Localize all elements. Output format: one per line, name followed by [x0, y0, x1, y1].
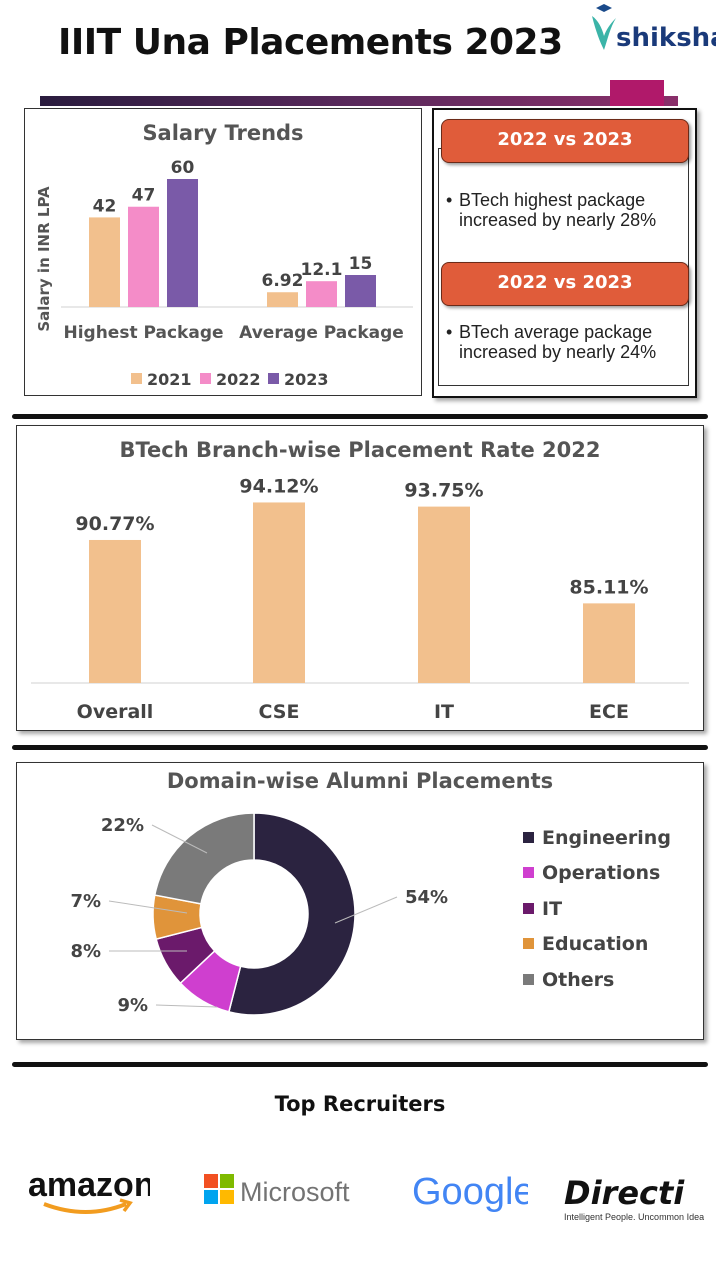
bullet-2: • — [446, 322, 453, 342]
bar-label-2022-1: 12.1 — [301, 260, 343, 280]
legend-education: Education — [523, 933, 648, 955]
donut-label-IT: 8% — [70, 941, 101, 962]
legend-label-engineering: Engineering — [542, 827, 671, 849]
svg-text:Google: Google — [412, 1171, 528, 1213]
svg-text:Directi: Directi — [564, 1174, 685, 1212]
comparison-text-2-body: BTech average package increased by nearl… — [459, 322, 657, 362]
comparison-text-1: • BTech highest package increased by nea… — [446, 190, 692, 230]
google-logo: Google — [410, 1166, 535, 1218]
branch-placement-panel: BTech Branch-wise Placement Rate 2022 90… — [16, 425, 704, 731]
bar-2023-0 — [167, 179, 198, 307]
salary-trends-panel: Salary Trends 42 6.92 47 12.1 60 15 Highest Pa… — [24, 108, 422, 396]
svg-text:amazon: amazon — [28, 1166, 150, 1204]
bar-2021-0 — [89, 217, 120, 307]
branch-bar-label-CSE: 94.12% — [239, 475, 318, 497]
donut-label-Others: 22% — [101, 815, 144, 836]
donut-slice-Engineering — [227, 812, 356, 1016]
directi-logo: Directi Intelligent People. Uncommon Ide… — [562, 1168, 711, 1224]
donut-leader-Engineering — [334, 896, 398, 924]
legend-it: IT — [523, 898, 562, 920]
bar-2021-1 — [267, 292, 298, 307]
donut-slice-Others — [153, 812, 255, 905]
donut-leader-Operations — [155, 1004, 218, 1008]
header-banner-accent — [610, 80, 664, 106]
comparison-header-2: 2022 vs 2023 — [441, 262, 689, 306]
comparison-text-2: • BTech average package increased by nea… — [446, 322, 692, 362]
category-label-0: Highest Package — [63, 323, 223, 343]
bar-label-2021-0: 42 — [93, 196, 117, 216]
bar-2022-1 — [306, 281, 337, 307]
y-axis-label: Salary in INR LPA — [35, 186, 53, 332]
divider-3 — [12, 1062, 708, 1067]
domain-chart-title: Domain-wise Alumni Placements — [166, 769, 554, 793]
amazon-logo: amazon — [26, 1166, 155, 1222]
legend-operations: Operations — [523, 862, 660, 884]
legend-swatch-2022 — [200, 373, 211, 384]
legend-label-others: Others — [542, 969, 615, 991]
branch-category-Overall: Overall — [77, 701, 154, 723]
bar-label-2023-0: 60 — [171, 158, 195, 178]
legend-swatch-engineering — [523, 832, 534, 843]
header-banner — [40, 96, 678, 106]
branch-category-CSE: CSE — [259, 701, 300, 723]
top-recruiters-title: Top Recruiters — [274, 1092, 446, 1116]
legend-others: Others — [523, 969, 614, 991]
donut-label-Operations: 9% — [117, 995, 148, 1016]
domain-placement-panel: Domain-wise Alumni Placements 54% 9% 8% 7% 2… — [16, 762, 704, 1040]
branch-bar-Overall — [89, 539, 141, 683]
legend-swatch-others — [523, 974, 534, 985]
legend-label-2021: 2021 — [147, 370, 192, 389]
svg-text:Intelligent People. Uncommon I: Intelligent People. Uncommon Ideas. — [564, 1212, 704, 1222]
svg-text:Microsoft: Microsoft — [240, 1177, 350, 1207]
legend-swatch-it — [523, 903, 534, 914]
comparison-text-1-body: BTech highest package increased by nearl… — [459, 190, 657, 230]
divider-2 — [12, 745, 708, 750]
branch-bar-CSE — [253, 502, 305, 683]
bar-label-2022-0: 47 — [132, 186, 156, 206]
category-label-1: Average Package — [239, 323, 404, 343]
branch-bar-IT — [418, 506, 470, 683]
legend-swatch-2021 — [131, 373, 142, 384]
legend-swatch-operations — [523, 867, 534, 878]
branch-bar-label-IT: 93.75% — [404, 480, 483, 502]
branch-chart: 90.77% Overall 94.12% CSE 93.75% IT 85.11% ECE — [31, 475, 689, 723]
salary-chart: 42 6.92 47 12.1 60 15 Highest Package Average P… — [35, 158, 413, 389]
shiksha-logo: shiksha — [586, 2, 720, 56]
divider-1 — [12, 414, 708, 419]
branch-category-IT: IT — [434, 701, 454, 723]
bar-2022-0 — [128, 206, 159, 307]
bullet-1: • — [446, 190, 453, 210]
bar-label-2023-1: 15 — [349, 254, 373, 274]
bar-label-2021-1: 6.92 — [262, 271, 304, 291]
legend-label-education: Education — [542, 933, 649, 955]
microsoft-logo: Microsoft — [202, 1172, 352, 1212]
branch-bar-label-ECE: 85.11% — [569, 576, 648, 598]
donut-leader-Others — [151, 824, 208, 854]
page-title: IIIT Una Placements 2023 — [58, 22, 563, 63]
donut-label-Education: 7% — [70, 891, 101, 912]
legend-label-2023: 2023 — [284, 370, 329, 389]
legend-engineering: Engineering — [523, 827, 671, 849]
branch-chart-title: BTech Branch-wise Placement Rate 2022 — [119, 438, 601, 462]
legend-label-2022: 2022 — [216, 370, 261, 389]
legend-swatch-education — [523, 938, 534, 949]
bar-2023-1 — [345, 275, 376, 307]
legend-label-it: IT — [542, 898, 563, 920]
svg-text:shiksha: shiksha — [616, 23, 716, 53]
legend-label-operations: Operations — [542, 862, 661, 884]
branch-category-ECE: ECE — [589, 701, 629, 723]
donut-leader-Education — [108, 900, 188, 914]
donut-label-Engineering: 54% — [405, 887, 448, 908]
comparison-header-1: 2022 vs 2023 — [441, 119, 689, 163]
legend-swatch-2023 — [268, 373, 279, 384]
salary-chart-title: Salary Trends — [142, 121, 304, 145]
branch-bar-label-Overall: 90.77% — [75, 513, 154, 535]
branch-bar-ECE — [583, 603, 635, 683]
domain-chart: 54% 9% 8% 7% 22% — [70, 812, 448, 1016]
